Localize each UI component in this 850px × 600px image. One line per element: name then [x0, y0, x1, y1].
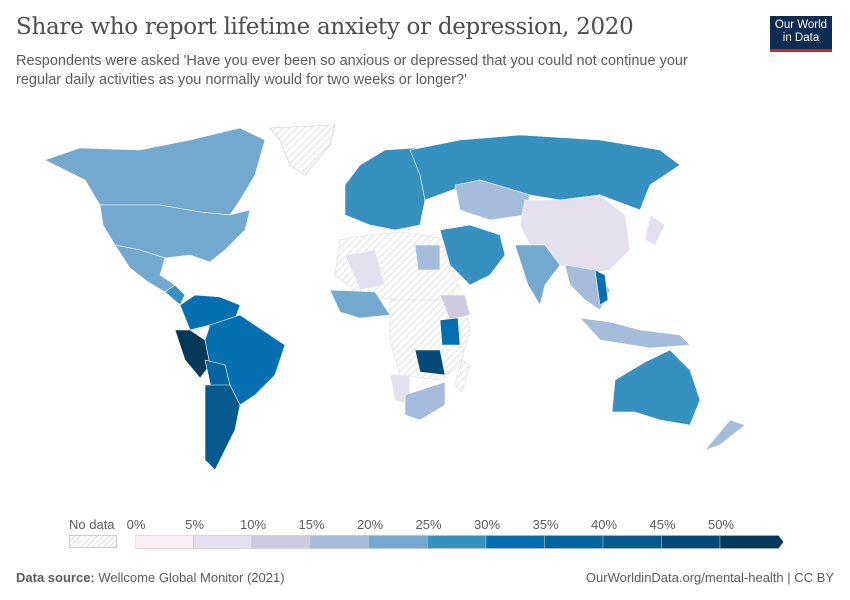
- owid-logo[interactable]: Our World in Data: [770, 16, 832, 52]
- legend-tick-label: 10%: [239, 517, 267, 532]
- data-source: Data source: Wellcome Global Monitor (20…: [16, 570, 285, 585]
- source-url[interactable]: OurWorldinData.org/mental-health | CC BY: [585, 570, 834, 585]
- country-algeria[interactable]: [344, 249, 386, 291]
- country-europe[interactable]: [344, 147, 426, 231]
- country-indonesia[interactable]: [579, 317, 691, 349]
- legend-tick-label: 30%: [473, 517, 501, 532]
- legend-tick-label: 25%: [415, 517, 442, 532]
- country-russia[interactable]: [409, 134, 681, 211]
- country-ethiopia[interactable]: [439, 294, 471, 321]
- legend-bin[interactable]: [544, 535, 604, 549]
- legend-bin[interactable]: [193, 535, 253, 549]
- legend-tick-label: 0%: [126, 517, 146, 532]
- legend-bin[interactable]: [427, 535, 487, 549]
- country-peru-ecuador[interactable]: [174, 329, 211, 379]
- source-text[interactable]: Wellcome Global Monitor (2021): [98, 570, 285, 585]
- country-vietnam[interactable]: [594, 269, 609, 306]
- country-middle-east[interactable]: [439, 224, 506, 286]
- legend-bin[interactable]: [310, 535, 370, 549]
- country-canada[interactable]: [44, 127, 266, 216]
- country-egypt[interactable]: [414, 244, 441, 271]
- legend-tick-label: 40%: [590, 517, 618, 532]
- legend-tick-label: 50%: [707, 517, 735, 532]
- country-australia[interactable]: [611, 349, 701, 426]
- country-zambia-zimbabwe[interactable]: [414, 349, 446, 376]
- legend-no-data-label: No data: [69, 517, 115, 532]
- legend-bin[interactable]: [602, 535, 662, 549]
- country-argentina[interactable]: [204, 384, 241, 471]
- country-madagascar[interactable]: [454, 359, 471, 393]
- chart-subtitle: Respondents were asked 'Have you ever be…: [16, 53, 688, 88]
- legend-tick-label: 5%: [185, 517, 204, 532]
- world-map: [44, 124, 746, 471]
- source-label: Data source:: [16, 570, 95, 585]
- country-kenya-tanzania[interactable]: [439, 317, 461, 346]
- legend-bin[interactable]: [368, 535, 428, 549]
- country-south-africa[interactable]: [404, 381, 446, 421]
- legend-tick-label: 20%: [356, 517, 384, 532]
- country-new-zealand[interactable]: [704, 419, 746, 451]
- legend-bin[interactable]: [135, 535, 194, 549]
- legend-no-data-swatch: [69, 535, 117, 548]
- country-greenland[interactable]: [269, 124, 336, 176]
- country-west-africa[interactable]: [329, 289, 391, 319]
- legend-tick-label: 15%: [298, 517, 325, 532]
- legend-bin[interactable]: [661, 535, 721, 549]
- country-central-america[interactable]: [164, 284, 186, 306]
- legend-bin[interactable]: [485, 535, 545, 549]
- chart-title: Share who report lifetime anxiety or dep…: [16, 14, 634, 40]
- country-brazil[interactable]: [204, 314, 286, 406]
- country-india[interactable]: [514, 244, 561, 306]
- legend-tick-label: 35%: [532, 517, 559, 532]
- legend-tick-label: 45%: [649, 517, 676, 532]
- legend-bin[interactable]: [251, 535, 311, 549]
- legend-color-bar: [135, 535, 784, 549]
- country-japan[interactable]: [644, 214, 666, 246]
- legend-bin[interactable]: [719, 535, 784, 549]
